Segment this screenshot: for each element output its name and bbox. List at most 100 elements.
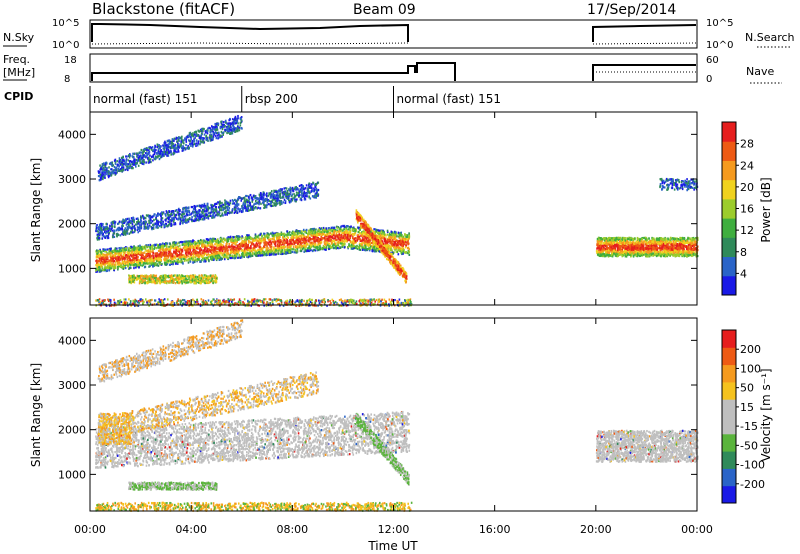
power-cell [256,251,259,255]
power-cell [286,236,289,239]
power-cell [95,259,97,263]
power-cell [207,250,209,253]
power-cell [235,235,238,238]
power-cell [363,235,365,238]
power-cell [313,236,315,239]
power-cell [370,241,373,245]
power-cell [229,236,232,239]
power-cell [361,234,364,237]
power-cell [128,258,131,261]
power-cell [104,261,107,264]
power-cell [171,253,174,256]
power-cell [137,247,140,250]
power-cell [345,236,348,239]
power-cell [332,239,334,243]
power-cell [327,233,329,237]
power-cell [262,238,264,241]
power-cell [301,237,304,241]
power-cell [156,225,158,228]
power-cell [302,240,305,243]
power-cell [246,200,249,204]
power-cell [270,253,272,256]
power-cell [215,258,218,262]
power-cell [146,253,148,256]
power-cell [279,232,282,236]
power-cell [234,207,237,210]
power-cell [317,242,320,245]
power-cell [339,227,342,231]
power-cell [392,235,394,238]
power-cell [310,244,313,247]
power-cell [272,234,274,237]
power-cell [141,252,143,255]
power-cell [122,250,125,253]
power-cell [125,255,127,259]
power-cell [234,245,236,248]
power-cell [344,233,347,236]
power-cell [361,241,364,245]
power-cell [255,245,257,248]
power-cell [106,257,109,260]
power-cell [163,250,165,253]
power-cell [194,260,196,263]
power-cell [102,262,105,265]
power-cell [333,232,335,235]
power-cell [96,229,98,233]
power-cell [384,241,387,244]
power-cell [169,221,171,224]
power-cell [245,207,247,210]
power-cell [187,207,190,210]
power-cell [185,246,188,249]
power-cell [215,242,217,245]
power-cell [295,250,298,253]
power-cell [182,256,185,259]
power-cell [169,252,172,256]
power-cell [370,245,373,248]
power-cell [400,244,403,247]
power-cell [405,244,407,247]
power-cell [244,250,247,253]
power-cell [221,205,224,208]
power-cell [171,255,173,258]
power-cell [99,248,101,251]
power-cell [238,249,241,252]
power-cell [214,203,216,206]
power-cell [217,239,219,243]
power-cell [143,259,146,263]
power-cell [317,181,320,184]
power-cell [290,242,293,245]
power-cell [400,234,403,237]
power-cell [250,236,252,239]
power-cell [135,248,138,251]
power-cell [309,236,311,239]
power-cell [191,243,193,247]
power-cell [221,257,224,260]
power-cell [154,252,157,255]
power-cell [348,243,350,246]
power-cell [315,228,317,231]
power-cell [307,236,309,239]
noise-search-trace-2 [592,42,697,45]
power-cell [260,202,262,205]
power-cell [176,248,179,251]
power-cell [377,229,380,232]
power-cell [218,213,220,216]
power-cell [211,241,213,244]
power-cell [194,211,196,214]
power-cell [180,255,183,258]
power-cell [216,257,219,260]
power-data-layer [95,114,699,307]
power-cell [312,234,314,237]
power-cell [401,241,404,245]
power-cell [295,193,298,197]
power-cell [263,238,265,241]
power-cell [106,230,109,234]
power-cell [353,229,355,232]
power-cell [197,256,200,259]
power-cell [354,231,357,234]
power-cell [168,218,171,221]
power-cell [215,207,218,211]
power-cell [235,247,237,250]
power-cell [393,240,395,244]
power-cell [226,251,229,254]
